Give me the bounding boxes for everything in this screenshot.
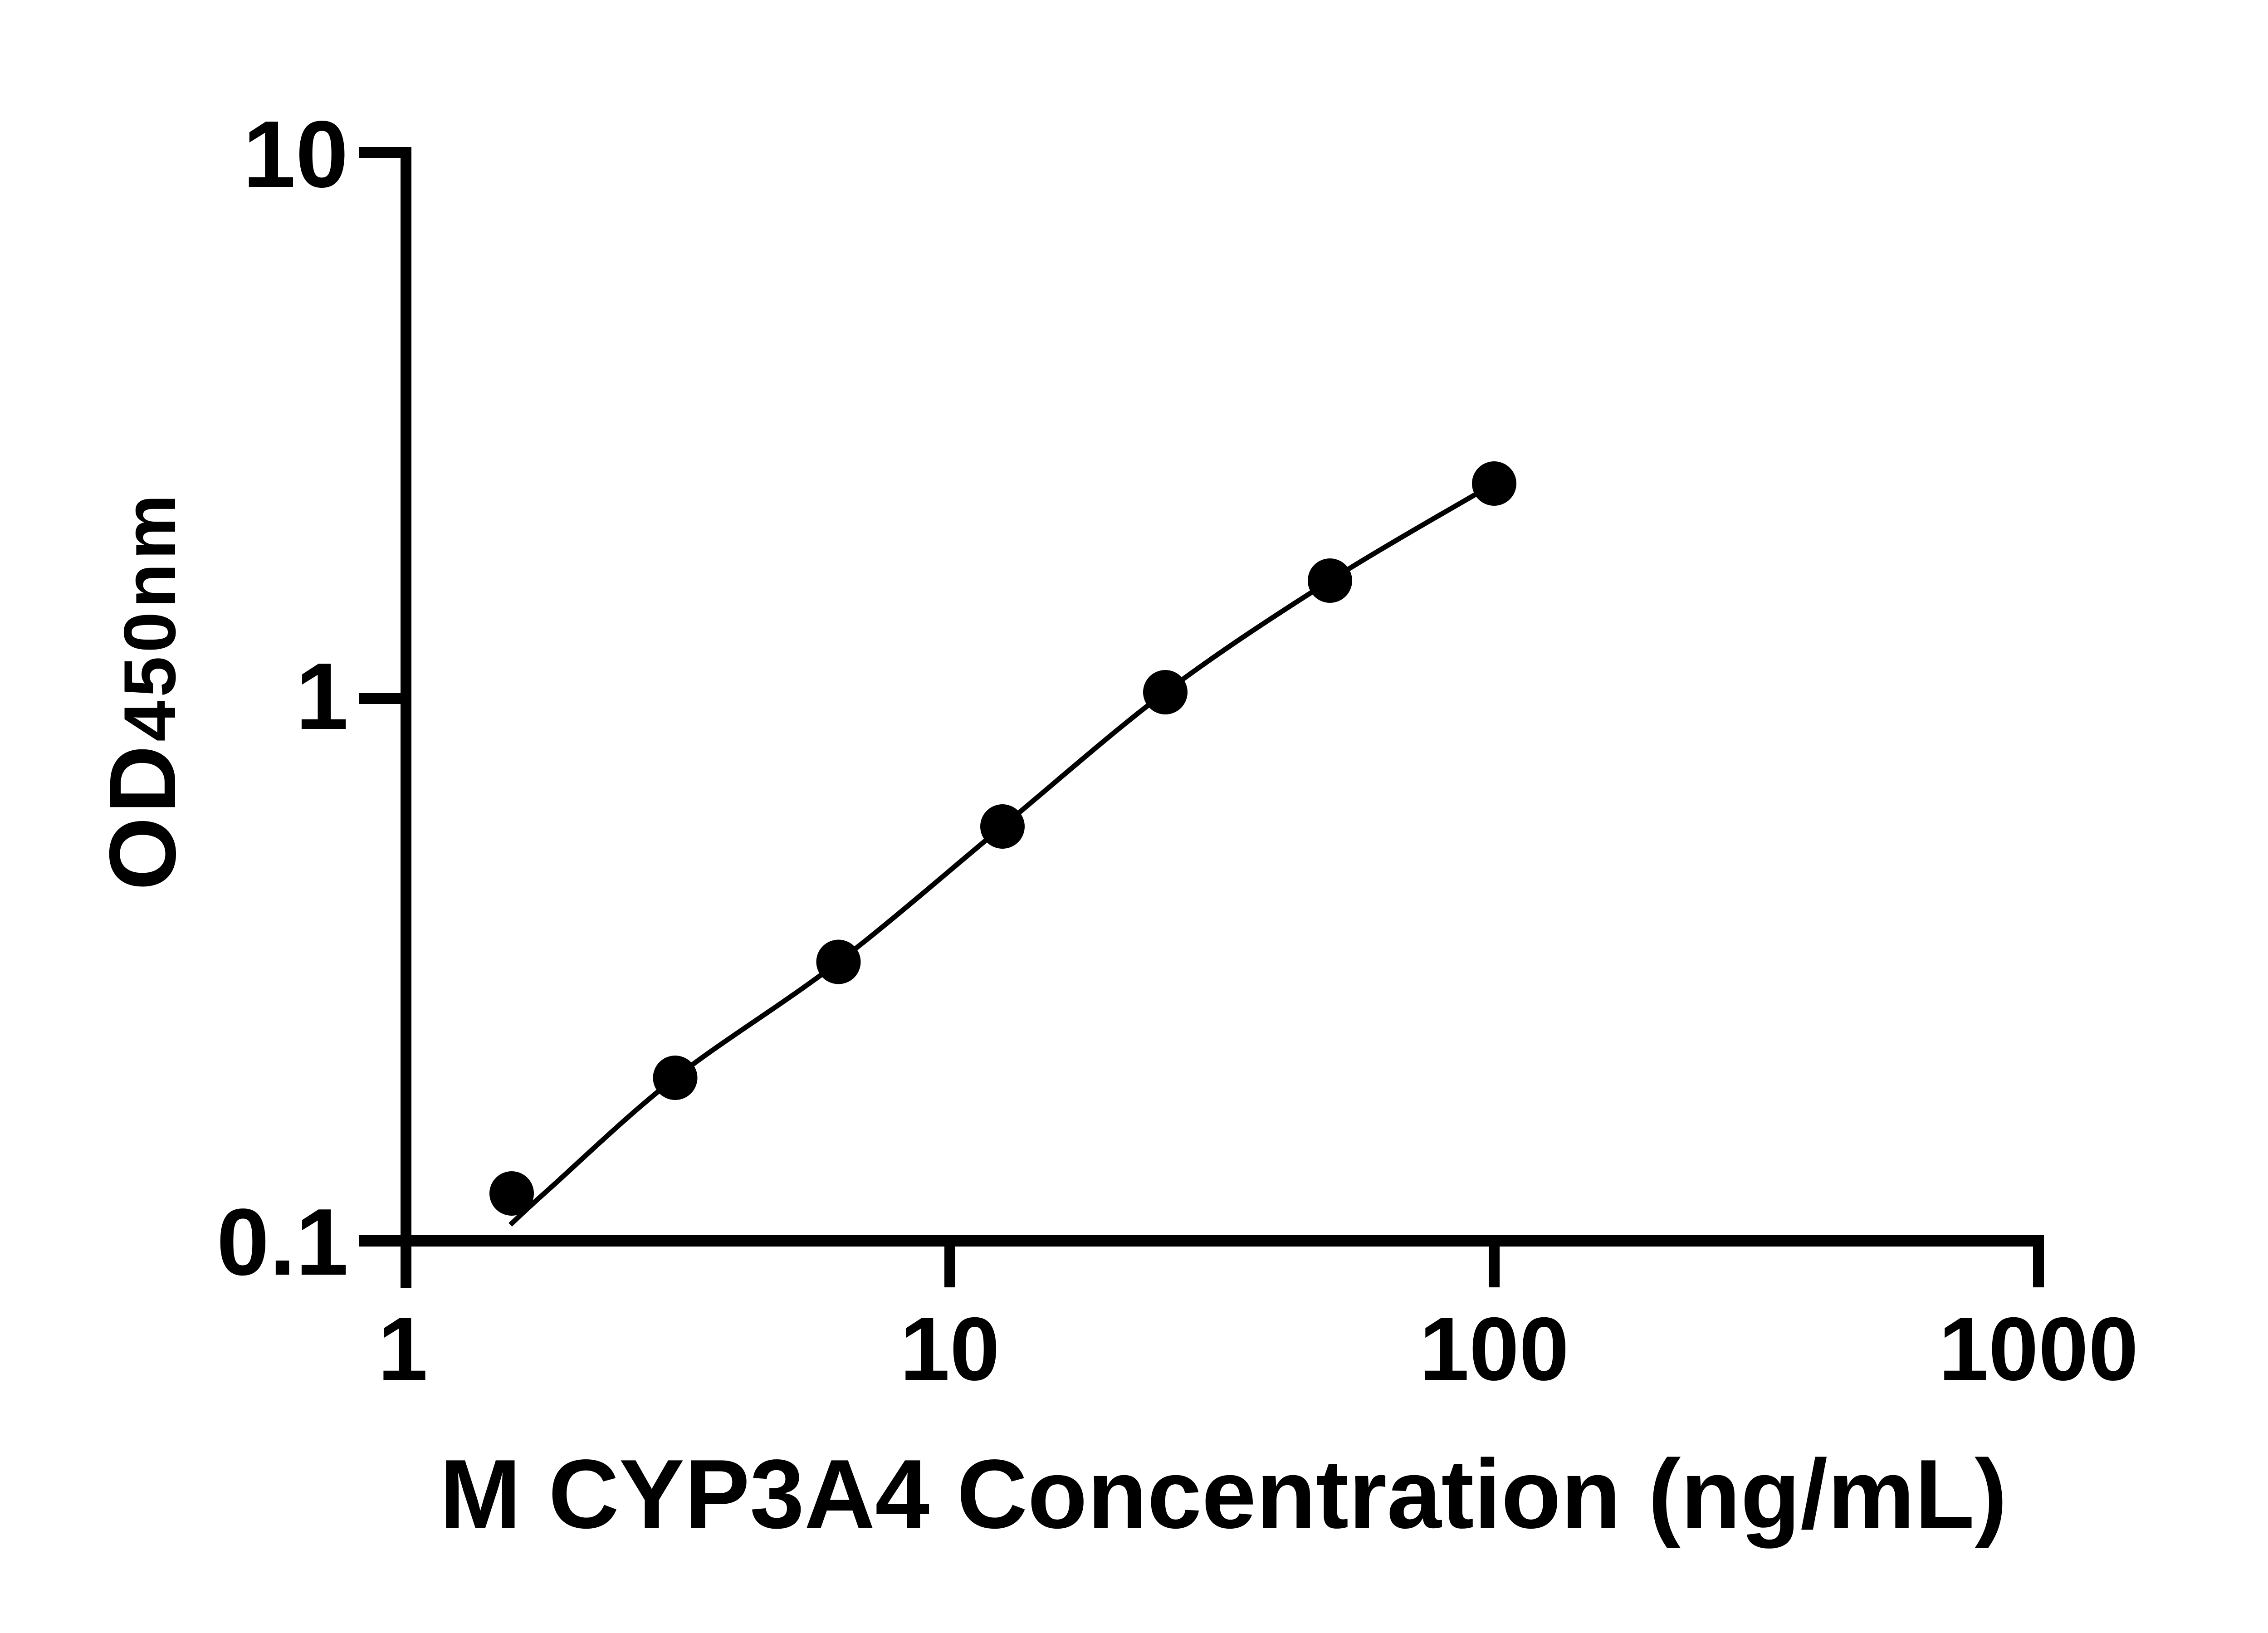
svg-text:OD450nm: OD450nm (90, 491, 196, 890)
svg-text:100: 100 (1419, 1299, 1569, 1399)
svg-text:1000: 1000 (1939, 1299, 2138, 1399)
svg-text:0.1: 0.1 (216, 1189, 348, 1295)
svg-text:1: 1 (296, 644, 348, 749)
svg-text:M CYP3A4 Concentration (ng/mL): M CYP3A4 Concentration (ng/mL) (440, 1439, 2007, 1549)
svg-text:10: 10 (900, 1299, 1000, 1399)
svg-text:1: 1 (378, 1299, 428, 1399)
svg-text:10: 10 (243, 102, 348, 207)
